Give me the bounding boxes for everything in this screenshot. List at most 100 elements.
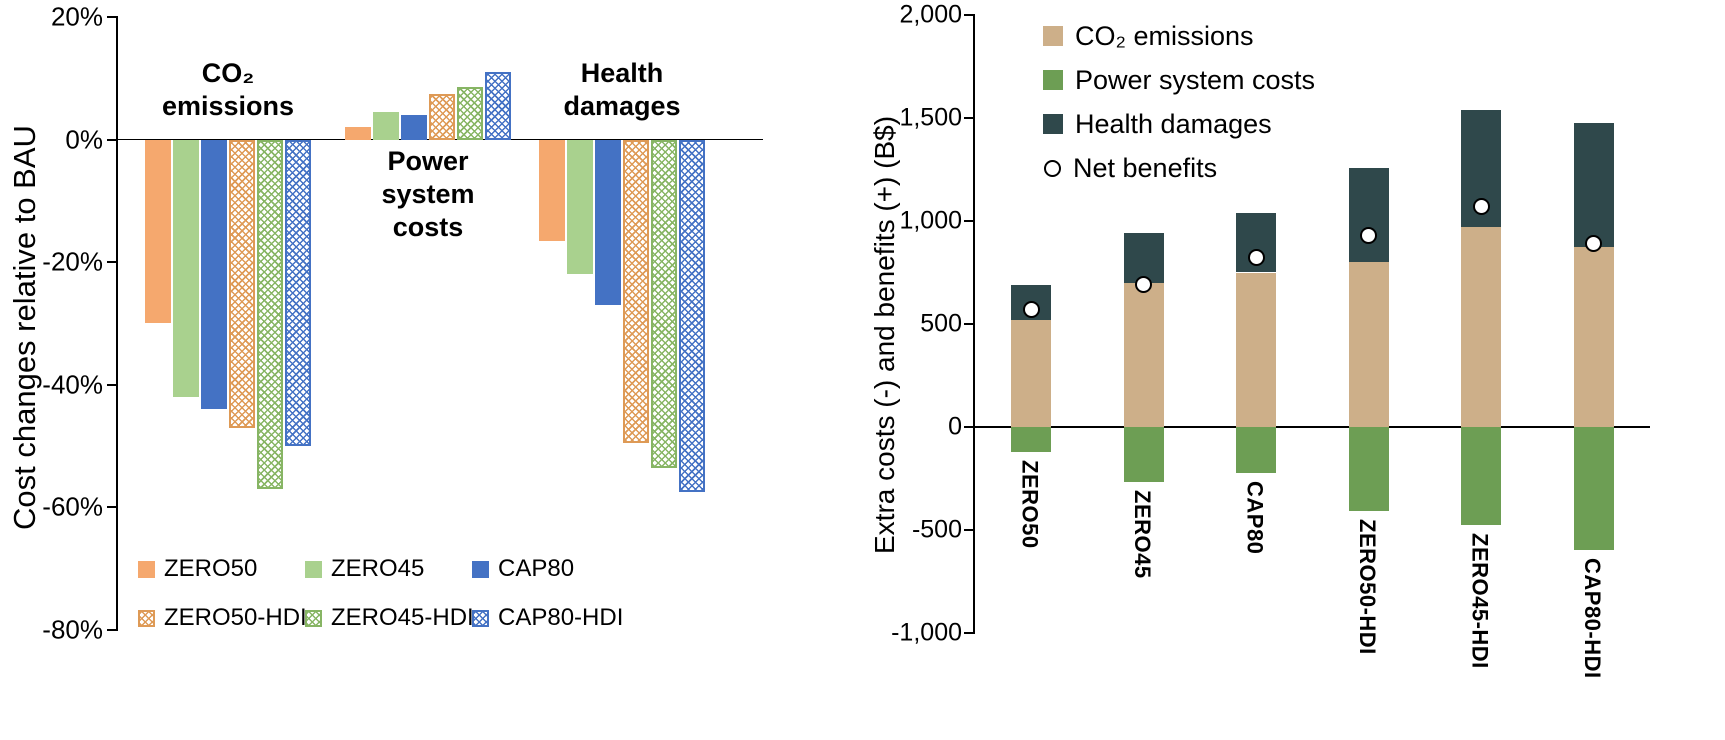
net-benefits-marker-zero50 [1022,301,1040,319]
bar-zero45-hdi-power-system-costs [457,87,483,140]
right-y-tick-label: -1,000 [891,618,962,647]
legend-item-zero50: ZERO50 [138,555,305,583]
right-y-tick-mark [964,14,975,16]
legend-label: ZERO50-HDI [164,604,307,631]
bar-zero45-hdi-health-damages [651,139,677,468]
right-y-tick-label: 0 [948,412,962,441]
legend-label: Power system costs [1075,64,1316,95]
legend-item-co-emissions: CO₂ emissions [1043,21,1315,51]
right-y-tick-label: 500 [920,309,962,338]
bar-zero50-hdi-power-system-costs [429,93,455,140]
bar-health-damages-cap80-hdi [1573,123,1614,247]
right-y-tick-mark [964,529,975,531]
legend-label: Health damages [1075,108,1272,139]
right-y-tick-mark [964,323,975,325]
legend-swatch-power-system-costs [1043,70,1063,90]
right-legend: CO₂ emissions Power system costs Health da… [1043,21,1315,183]
bar-health-damages-zero50-hdi [1348,168,1389,263]
right-y-axis-title: Extra costs (-) and benefits (+) (B$) [869,115,900,555]
bar-cap80-hdi-power-system-costs [485,72,511,140]
bar-zero45-health-damages [567,139,593,275]
bar-cap80-hdi-health-damages [679,139,705,493]
legend-swatch-cap80-hdi [472,609,489,627]
bar-power-system-costs-zero50 [1011,427,1052,452]
left-bar-chart: Cost changes relative to BAU 20% 0% -20% -4… [0,0,800,740]
legend-swatch-net-benefits-circle [1044,159,1061,177]
category-label-zero45: ZERO45 [1129,489,1155,579]
category-label-zero50: ZERO50 [1017,459,1043,549]
bar-power-system-costs-zero50-hdi [1348,427,1389,512]
legend-label: ZERO50 [164,555,258,582]
right-y-tick-mark [964,117,975,119]
legend-item-zero50-hdi: ZERO50-HDI [138,604,307,632]
bar-co2-emissions-zero50-hdi [1348,262,1389,427]
left-y-tick-mark [107,261,118,264]
bar-zero50-power-system-costs [345,127,371,140]
bar-zero45-hdi-co-emissions [257,139,283,489]
category-label-zero45-hdi: ZERO45-HDI [1467,532,1493,669]
legend-item-zero45: ZERO45 [305,555,472,583]
bar-co2-emissions-cap80 [1236,272,1277,427]
right-y-tick-mark [964,220,975,222]
bar-co2-emissions-zero45 [1123,282,1164,427]
bar-power-system-costs-cap80-hdi [1573,427,1614,550]
legend-item-health-damages: Health damages [1043,109,1315,139]
right-y-tick-label: 2,000 [899,0,962,29]
legend-item-cap80-hdi: CAP80-HDI [472,604,639,632]
left-y-tick-label: 20% [50,1,103,32]
group-label-co-emissions: CO₂ emissions [161,58,295,121]
left-y-tick-mark [107,138,118,141]
legend-label: ZERO45 [331,555,425,582]
net-benefits-marker-zero45-hdi [1472,198,1490,216]
category-label-cap80-hdi: CAP80-HDI [1579,557,1605,679]
legend-swatch-zero45-hdi [305,609,322,627]
bar-power-system-costs-zero45 [1123,427,1164,482]
bar-cap80-health-damages [595,139,621,306]
bar-cap80-hdi-co-emissions [285,139,311,447]
right-y-tick-label: -500 [911,515,962,544]
bar-zero50-co-emissions [145,139,171,324]
bar-zero50-hdi-co-emissions [229,139,255,428]
left-legend: ZERO50 ZERO45 CAP80 ZERO50-HDI ZERO45-HDI CAP… [138,555,639,632]
category-label-cap80: CAP80 [1242,481,1268,555]
legend-swatch-health-damages [1043,114,1063,134]
legend-label: CAP80 [498,555,575,582]
right-y-tick-label: 1,000 [899,206,962,235]
right-y-tick-mark [964,632,975,634]
bar-zero50-health-damages [539,139,565,241]
bar-co2-emissions-cap80-hdi [1573,246,1614,427]
net-benefits-marker-zero45 [1135,276,1153,294]
right-y-tick-label: 1,500 [899,103,962,132]
legend-item-cap80: CAP80 [472,555,639,583]
legend-swatch-zero50 [138,560,155,578]
left-y-tick-label: -60% [42,491,103,522]
legend-label: Net benefits [1073,152,1218,183]
left-y-tick-mark [107,383,118,386]
left-y-axis-line [116,17,118,630]
legend-label: ZERO45-HDI [331,604,474,631]
right-stacked-bar-chart: Extra costs (-) and benefits (+) (B$) 2,… [800,0,1725,740]
legend-swatch-cap80 [472,560,489,578]
left-zero-line [118,138,763,141]
left-plot-area: 20% 0% -20% -40% -60% -80% CO₂ emissions Power … [42,2,763,645]
group-label-power-system-costs: Power system costs [381,146,475,242]
legend-item-net-benefits: Net benefits [1043,153,1315,183]
right-y-tick-mark [964,426,975,428]
left-y-tick-label: -40% [42,369,103,400]
left-y-tick-mark [107,629,118,631]
legend-label: CAP80-HDI [498,604,624,631]
net-benefits-marker-cap80-hdi [1585,235,1603,253]
legend-item-zero45-hdi: ZERO45-HDI [305,604,474,632]
left-y-tick-label: -80% [42,614,103,645]
left-y-axis-title: Cost changes relative to BAU [7,125,42,530]
group-label-health-damages: Health damages [563,58,681,121]
bar-cap80-co-emissions [201,139,227,410]
bar-co2-emissions-zero45-hdi [1461,227,1502,427]
right-zero-line [975,426,1650,428]
bar-zero45-co-emissions [173,139,199,398]
bar-zero45-power-system-costs [373,112,399,140]
left-y-tick-label: 0% [65,124,103,155]
category-label-zero50-hdi: ZERO50-HDI [1354,519,1380,656]
net-benefits-marker-zero50-hdi [1360,226,1378,244]
